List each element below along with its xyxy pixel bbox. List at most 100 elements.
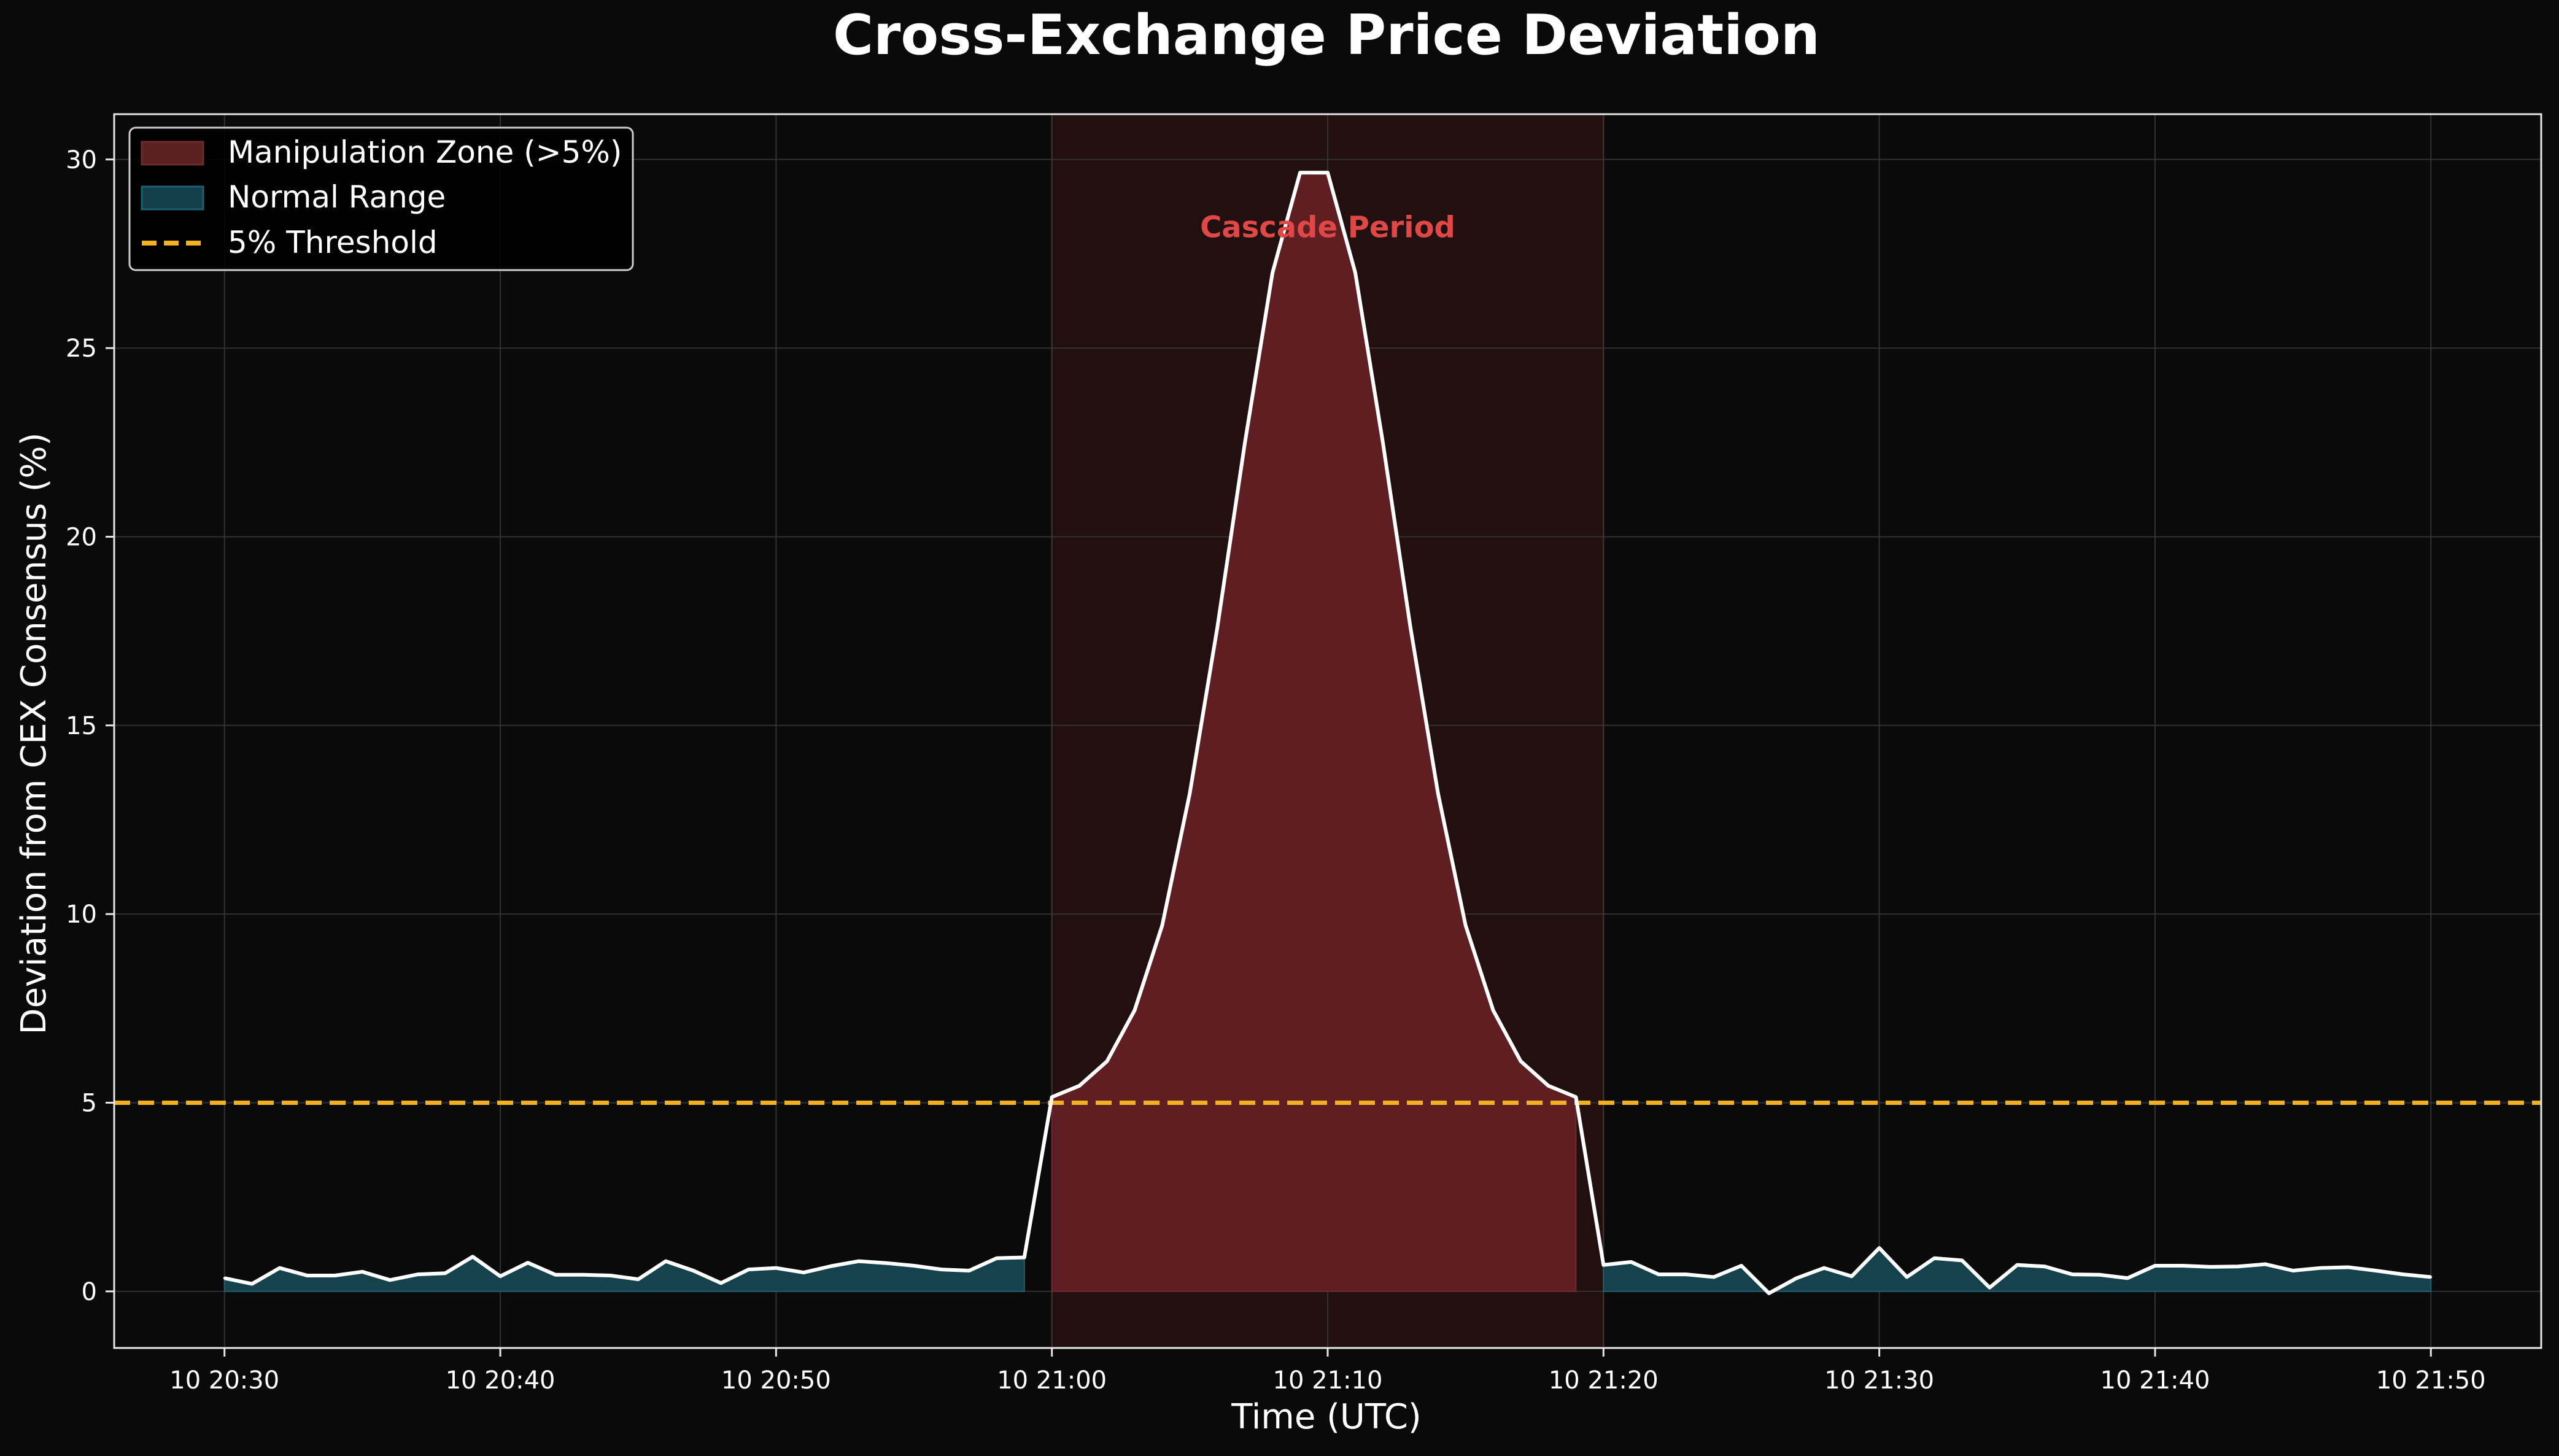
y-tick-label: 30 [66, 146, 97, 174]
deviation-point [2209, 1265, 2212, 1268]
deviation-point [1713, 1276, 1716, 1279]
deviation-point [361, 1270, 364, 1273]
deviation-point [389, 1279, 392, 1282]
deviation-point [278, 1266, 281, 1269]
deviation-point [1353, 271, 1357, 274]
deviation-point [1657, 1273, 1660, 1276]
x-tick-label: 10 20:50 [721, 1366, 831, 1395]
deviation-point [526, 1261, 529, 1264]
x-tick-label: 10 21:50 [2376, 1366, 2486, 1395]
deviation-point [830, 1264, 833, 1268]
deviation-point [1161, 924, 1164, 927]
deviation-point [1519, 1059, 1522, 1063]
deviation-point [2016, 1263, 2019, 1266]
x-tick-label: 10 21:40 [2100, 1366, 2210, 1395]
deviation-point [2181, 1264, 2184, 1267]
deviation-point [1271, 271, 1274, 274]
deviation-point [1078, 1084, 1081, 1087]
deviation-point [940, 1268, 943, 1271]
deviation-point [2264, 1263, 2267, 1266]
plot-area: 10 20:30 10 20:40 10 20:50 10 21:00 10 21:10… [66, 113, 2542, 1395]
y-axis-label: Deviation from CEX Consensus (%) [14, 433, 54, 1035]
deviation-point [1023, 1256, 1026, 1259]
deviation-point [444, 1272, 447, 1275]
deviation-point [2347, 1266, 2350, 1269]
deviation-point [913, 1264, 916, 1267]
legend-label-threshold: 5% Threshold [228, 225, 438, 260]
chart-title: Cross-Exchange Price Deviation [833, 3, 1820, 68]
deviation-point [1822, 1266, 1825, 1269]
deviation-point [1436, 792, 1439, 795]
deviation-point [1574, 1096, 1578, 1099]
deviation-point [2099, 1273, 2102, 1276]
y-tick-label: 5 [82, 1089, 97, 1117]
deviation-point [1188, 792, 1191, 795]
deviation-point [1905, 1276, 1908, 1279]
deviation-point [1740, 1264, 1743, 1267]
x-tick-label: 10 21:10 [1273, 1366, 1383, 1395]
legend-label-manipulation: Manipulation Zone (>5%) [228, 134, 622, 170]
x-tick-label: 10 21:00 [997, 1366, 1107, 1395]
deviation-point [333, 1274, 336, 1277]
deviation-point [692, 1269, 695, 1272]
deviation-point [1299, 171, 1302, 174]
deviation-point [2043, 1265, 2046, 1268]
deviation-point [2319, 1266, 2322, 1269]
deviation-point [1326, 171, 1329, 174]
deviation-point [1961, 1259, 1964, 1262]
deviation-point [2402, 1273, 2405, 1276]
deviation-point [1381, 441, 1384, 444]
deviation-point [2291, 1269, 2294, 1272]
deviation-point [719, 1282, 722, 1285]
legend-label-normal: Normal Range [228, 179, 446, 215]
deviation-point [1547, 1084, 1550, 1087]
deviation-point [775, 1266, 778, 1269]
deviation-point [581, 1273, 584, 1276]
x-tick-label: 10 20:30 [169, 1366, 279, 1395]
deviation-point [1795, 1277, 1798, 1280]
deviation-point [2429, 1276, 2433, 1279]
legend-swatch-normal [141, 185, 204, 211]
deviation-point [2071, 1273, 2074, 1276]
deviation-point [664, 1260, 667, 1263]
x-tick-label: 10 20:40 [446, 1366, 556, 1395]
deviation-point [1492, 1009, 1495, 1012]
deviation-point [306, 1274, 309, 1277]
deviation-point [499, 1275, 502, 1278]
y-tick-label: 25 [66, 335, 97, 363]
deviation-point [223, 1277, 226, 1280]
deviation-point [2126, 1277, 2129, 1280]
deviation-point [609, 1274, 612, 1277]
deviation-point [802, 1271, 805, 1274]
deviation-point [747, 1268, 750, 1271]
x-tick-label: 10 21:30 [1824, 1366, 1934, 1395]
deviation-point [250, 1282, 254, 1285]
deviation-point [1850, 1275, 1853, 1278]
x-tick-label: 10 21:20 [1549, 1366, 1659, 1395]
deviation-point [1409, 625, 1412, 629]
cascade-period-annotation: Cascade Period [1200, 210, 1455, 244]
deviation-point [1685, 1273, 1688, 1276]
deviation-point [1767, 1291, 1770, 1295]
deviation-point [967, 1269, 970, 1272]
deviation-point [995, 1257, 998, 1260]
y-tick-label: 10 [66, 900, 97, 929]
deviation-point [1933, 1257, 1936, 1260]
deviation-point [2374, 1269, 2377, 1272]
y-tick-label: 20 [66, 523, 97, 551]
deviation-point [1216, 625, 1219, 629]
deviation-point [1464, 924, 1467, 927]
deviation-point [637, 1278, 640, 1281]
deviation-point [858, 1260, 861, 1263]
legend-swatch-manipulation [141, 141, 204, 166]
deviation-point [1050, 1096, 1053, 1099]
deviation-point [885, 1261, 888, 1264]
deviation-point [554, 1273, 557, 1276]
y-tick-label: 15 [66, 712, 97, 740]
deviation-point [1630, 1260, 1633, 1263]
deviation-point [2236, 1265, 2239, 1268]
deviation-point [1988, 1286, 1991, 1289]
deviation-point [2153, 1264, 2156, 1267]
deviation-point [471, 1255, 474, 1258]
